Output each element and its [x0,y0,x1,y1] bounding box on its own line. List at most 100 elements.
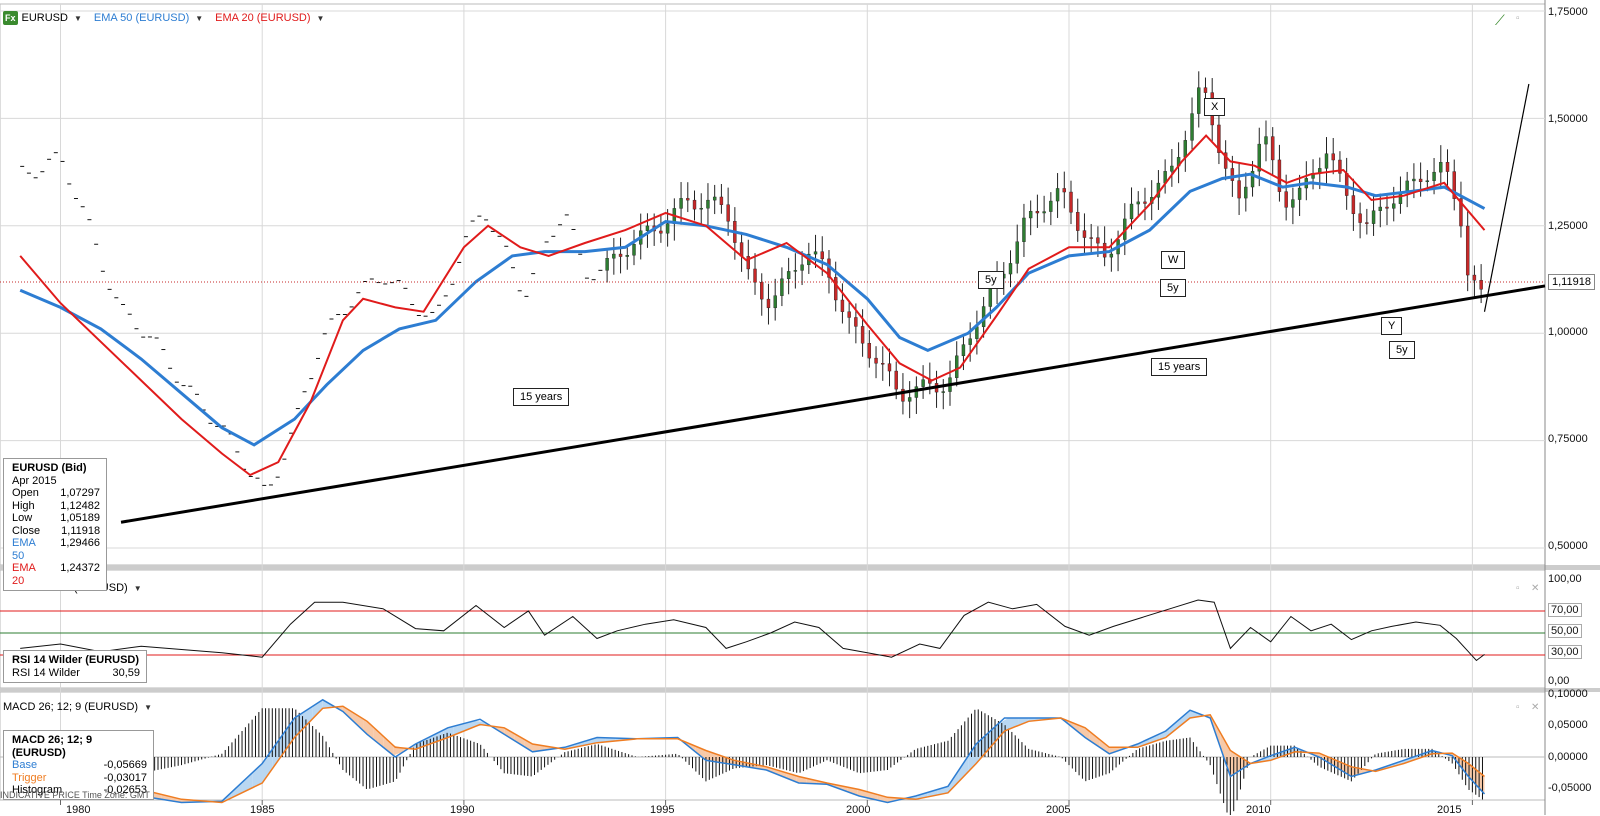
candle-body [1291,200,1294,208]
candle-body [1029,211,1032,218]
info-box-date: Apr 2015 [12,475,100,488]
macd-dropdown-icon[interactable]: ▼ [144,703,152,712]
candle-body [1076,212,1079,230]
rsi-info-title: RSI 14 Wilder (EURUSD) [12,654,140,667]
rsi-close-icon[interactable]: ✕ [1531,583,1539,594]
fx-icon: Fx [3,11,18,25]
candle-body [908,397,911,401]
candle-body [1285,192,1288,208]
candle-body [1103,243,1106,257]
trend-draw-icon[interactable]: ⟋ [1495,12,1505,29]
candle-body [915,387,918,398]
macd-header: MACD 26; 12; 9 (EURUSD) ▼ [3,701,160,713]
y-tick-label: 1,25000 [1548,220,1588,232]
candle-body [693,200,696,209]
candle-body [1110,254,1113,257]
candle-body [841,300,844,312]
wave-label-x: X [1204,98,1225,116]
candle-body [1009,263,1012,274]
candle-body [1264,137,1267,145]
ema20-dropdown-icon[interactable]: ▼ [317,14,325,23]
macd-info-title: MACD 26; 12; 9 (EURUSD) [12,734,147,759]
macd-close-icon[interactable]: ✕ [1531,702,1539,713]
panel-divider [0,565,1600,570]
y-tick-label: 1,00000 [1548,326,1588,338]
rsi-y-tick-label: 30,00 [1548,645,1582,659]
candle-body [626,255,629,256]
candle-body [1446,162,1449,171]
candle-body [821,252,824,259]
candle-body [727,205,730,222]
x-tick-label: 2005 [1046,804,1070,816]
candle-body [1473,275,1476,280]
wave-label-w: W [1161,251,1185,269]
y-tick-label: 0,75000 [1548,433,1588,445]
macd-info-row-base: Base-0,05669 [12,759,147,772]
candle-body [1244,187,1247,198]
candle-body [794,270,797,271]
rsi-y-tick-label: 70,00 [1548,603,1582,617]
candle-body [787,271,790,278]
candle-body [1466,226,1469,275]
candle-body [680,198,683,208]
candle-body [1372,211,1375,224]
candle-body [720,197,723,205]
ema50-legend[interactable]: EMA 50 (EURUSD) [94,12,189,24]
price-panel [0,4,1545,565]
macd-title[interactable]: MACD 26; 12; 9 (EURUSD) [3,701,138,713]
symbol-label[interactable]: EURUSD [22,12,68,24]
candle-body [868,343,871,358]
rsi-panel [0,570,1545,688]
candle-body [666,224,669,233]
x-tick-label: 1980 [66,804,90,816]
candle-body [706,200,709,208]
candle-body [1090,238,1093,239]
candle-body [814,252,817,254]
rsi-restore-icon[interactable]: ▫ [1516,583,1520,594]
candle-body [895,371,898,389]
candle-body [1271,137,1274,160]
macd-restore-icon[interactable]: ▫ [1516,702,1520,713]
candle-body [1043,212,1046,213]
panel-divider [0,688,1600,692]
candle-body [700,208,703,209]
candle-body [1130,204,1133,219]
candle-body [606,258,609,270]
candle-body [881,363,884,364]
period-label-15-years: 15 years [1151,358,1207,376]
panel-restore-icon[interactable]: ▫ [1516,13,1520,24]
ema20-legend[interactable]: EMA 20 (EURUSD) [215,12,310,24]
candle-body [760,282,763,299]
candle-body [1379,207,1382,211]
candle-body [1406,181,1409,192]
last-price-tag: 1,11918 [1548,274,1595,290]
candle-body [942,392,945,393]
candle-body [1392,204,1395,209]
candle-body [801,265,804,271]
macd-y-tick-label: -0,05000 [1548,782,1591,794]
candle-body [854,317,857,326]
candle-body [1426,181,1429,182]
candle-body [875,358,878,363]
rsi-dropdown-icon[interactable]: ▼ [134,584,142,593]
candle-body [1016,242,1019,264]
candle-body [1063,188,1066,192]
candle-body [633,244,636,255]
macd-y-tick-label: 0,00000 [1548,751,1588,763]
period-label-5y: 5y [978,271,1004,289]
candle-body [619,254,622,257]
ema50-dropdown-icon[interactable]: ▼ [195,14,203,23]
candle-body [1096,238,1099,243]
candle-body [1439,162,1442,172]
candle-body [1191,114,1194,141]
rsi-y-tick-label: 0,00 [1548,675,1569,687]
candle-body [1197,88,1200,114]
candle-body [1359,214,1362,223]
symbol-dropdown-icon[interactable]: ▼ [74,14,82,23]
